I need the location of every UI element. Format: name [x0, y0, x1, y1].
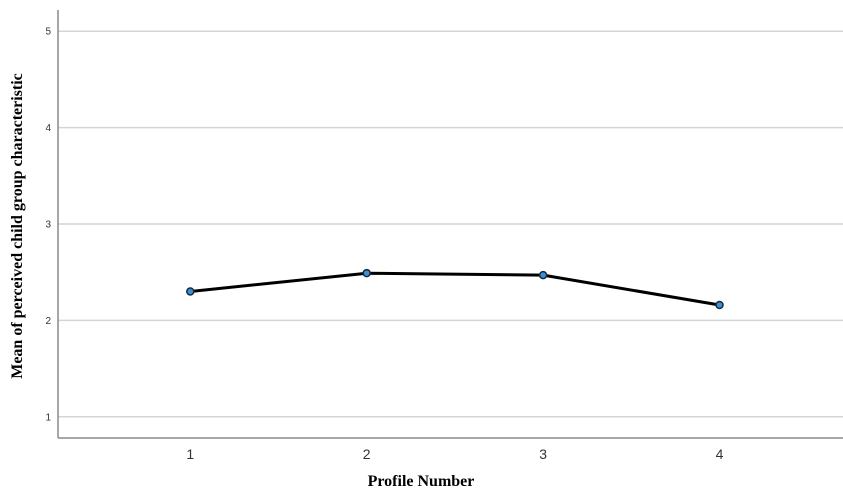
x-tick-labels: 1 2 3 4 [186, 446, 723, 462]
x-tick-label: 1 [186, 446, 194, 462]
series-line [190, 271, 720, 307]
x-tick-label: 3 [539, 446, 547, 462]
x-axis-title: Profile Number [368, 473, 475, 490]
y-axis-title: Mean of perceived child group characteri… [9, 73, 26, 379]
axes [57, 10, 843, 439]
y-tick-label: 2 [45, 316, 51, 327]
y-tick-label: 1 [45, 412, 51, 423]
y-tick-label: 3 [45, 220, 51, 231]
x-tick-label: 4 [716, 446, 724, 462]
data-point [538, 270, 548, 280]
y-tick-label: 4 [45, 123, 51, 134]
y-tick-label: 5 [45, 27, 51, 38]
data-point [186, 287, 195, 296]
gridlines [58, 30, 843, 418]
series [186, 268, 724, 310]
x-tick-label: 2 [363, 446, 371, 462]
data-point [715, 300, 724, 310]
data-point [362, 268, 371, 278]
y-tick-labels: 1 2 3 4 5 [45, 27, 51, 424]
